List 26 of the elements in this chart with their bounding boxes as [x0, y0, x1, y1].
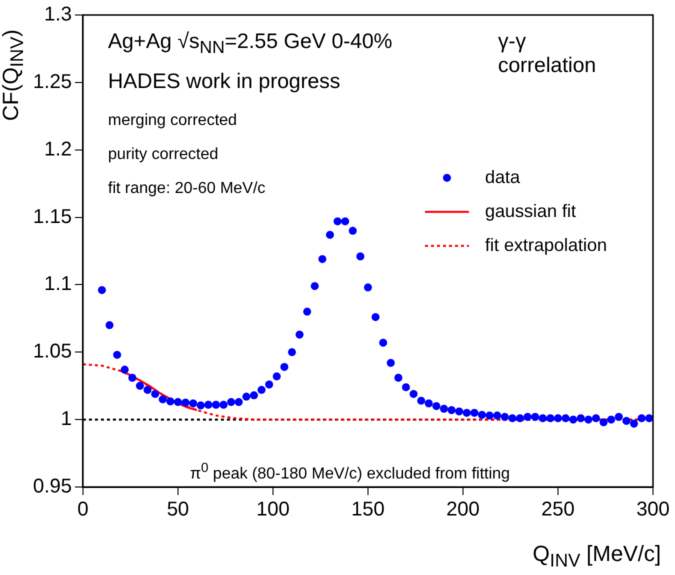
- y-tick-label: 0.95: [32, 476, 72, 498]
- x-axis-title: Q$_{INV}$ [MeV/c]: [532, 540, 661, 571]
- annotation: purity corrected: [108, 146, 218, 164]
- x-tick-label: 150: [351, 498, 385, 521]
- y-tick-label: 1.15: [32, 206, 72, 228]
- annotation: merging corrected: [108, 112, 237, 130]
- annotation: π$^{0}$ peak (80-180 MeV/c) excluded from fitting: [190, 460, 510, 484]
- x-tick-label: 50: [166, 498, 190, 521]
- y-tick-label: 1.2: [44, 138, 72, 160]
- legend-label: data: [484, 166, 521, 187]
- y-tick-label: 1.25: [32, 70, 72, 93]
- x-tick-label: 300: [636, 498, 670, 521]
- annotation: γ-γ correlation: [498, 30, 598, 78]
- y-tick-label: 1.05: [32, 340, 72, 363]
- x-tick-label: 0: [77, 498, 88, 521]
- annotation: HADES work in progress: [108, 70, 340, 94]
- annotation: Ag+Ag √s$_{NN}$=2.55 GeV 0-40%: [108, 30, 392, 58]
- x-tick-label: 200: [446, 498, 480, 521]
- y-tick-label: 1: [60, 408, 72, 430]
- x-tick-label: 100: [256, 498, 290, 521]
- y-tick-label: 1.1: [44, 273, 72, 296]
- annotation: fit range: 20-60 MeV/c: [108, 180, 266, 198]
- legend-label: fit extrapolation: [484, 234, 608, 255]
- x-tick-label: 250: [541, 498, 575, 521]
- y-tick-label: 1.3: [44, 4, 72, 26]
- legend-label: gaussian fit: [484, 200, 576, 221]
